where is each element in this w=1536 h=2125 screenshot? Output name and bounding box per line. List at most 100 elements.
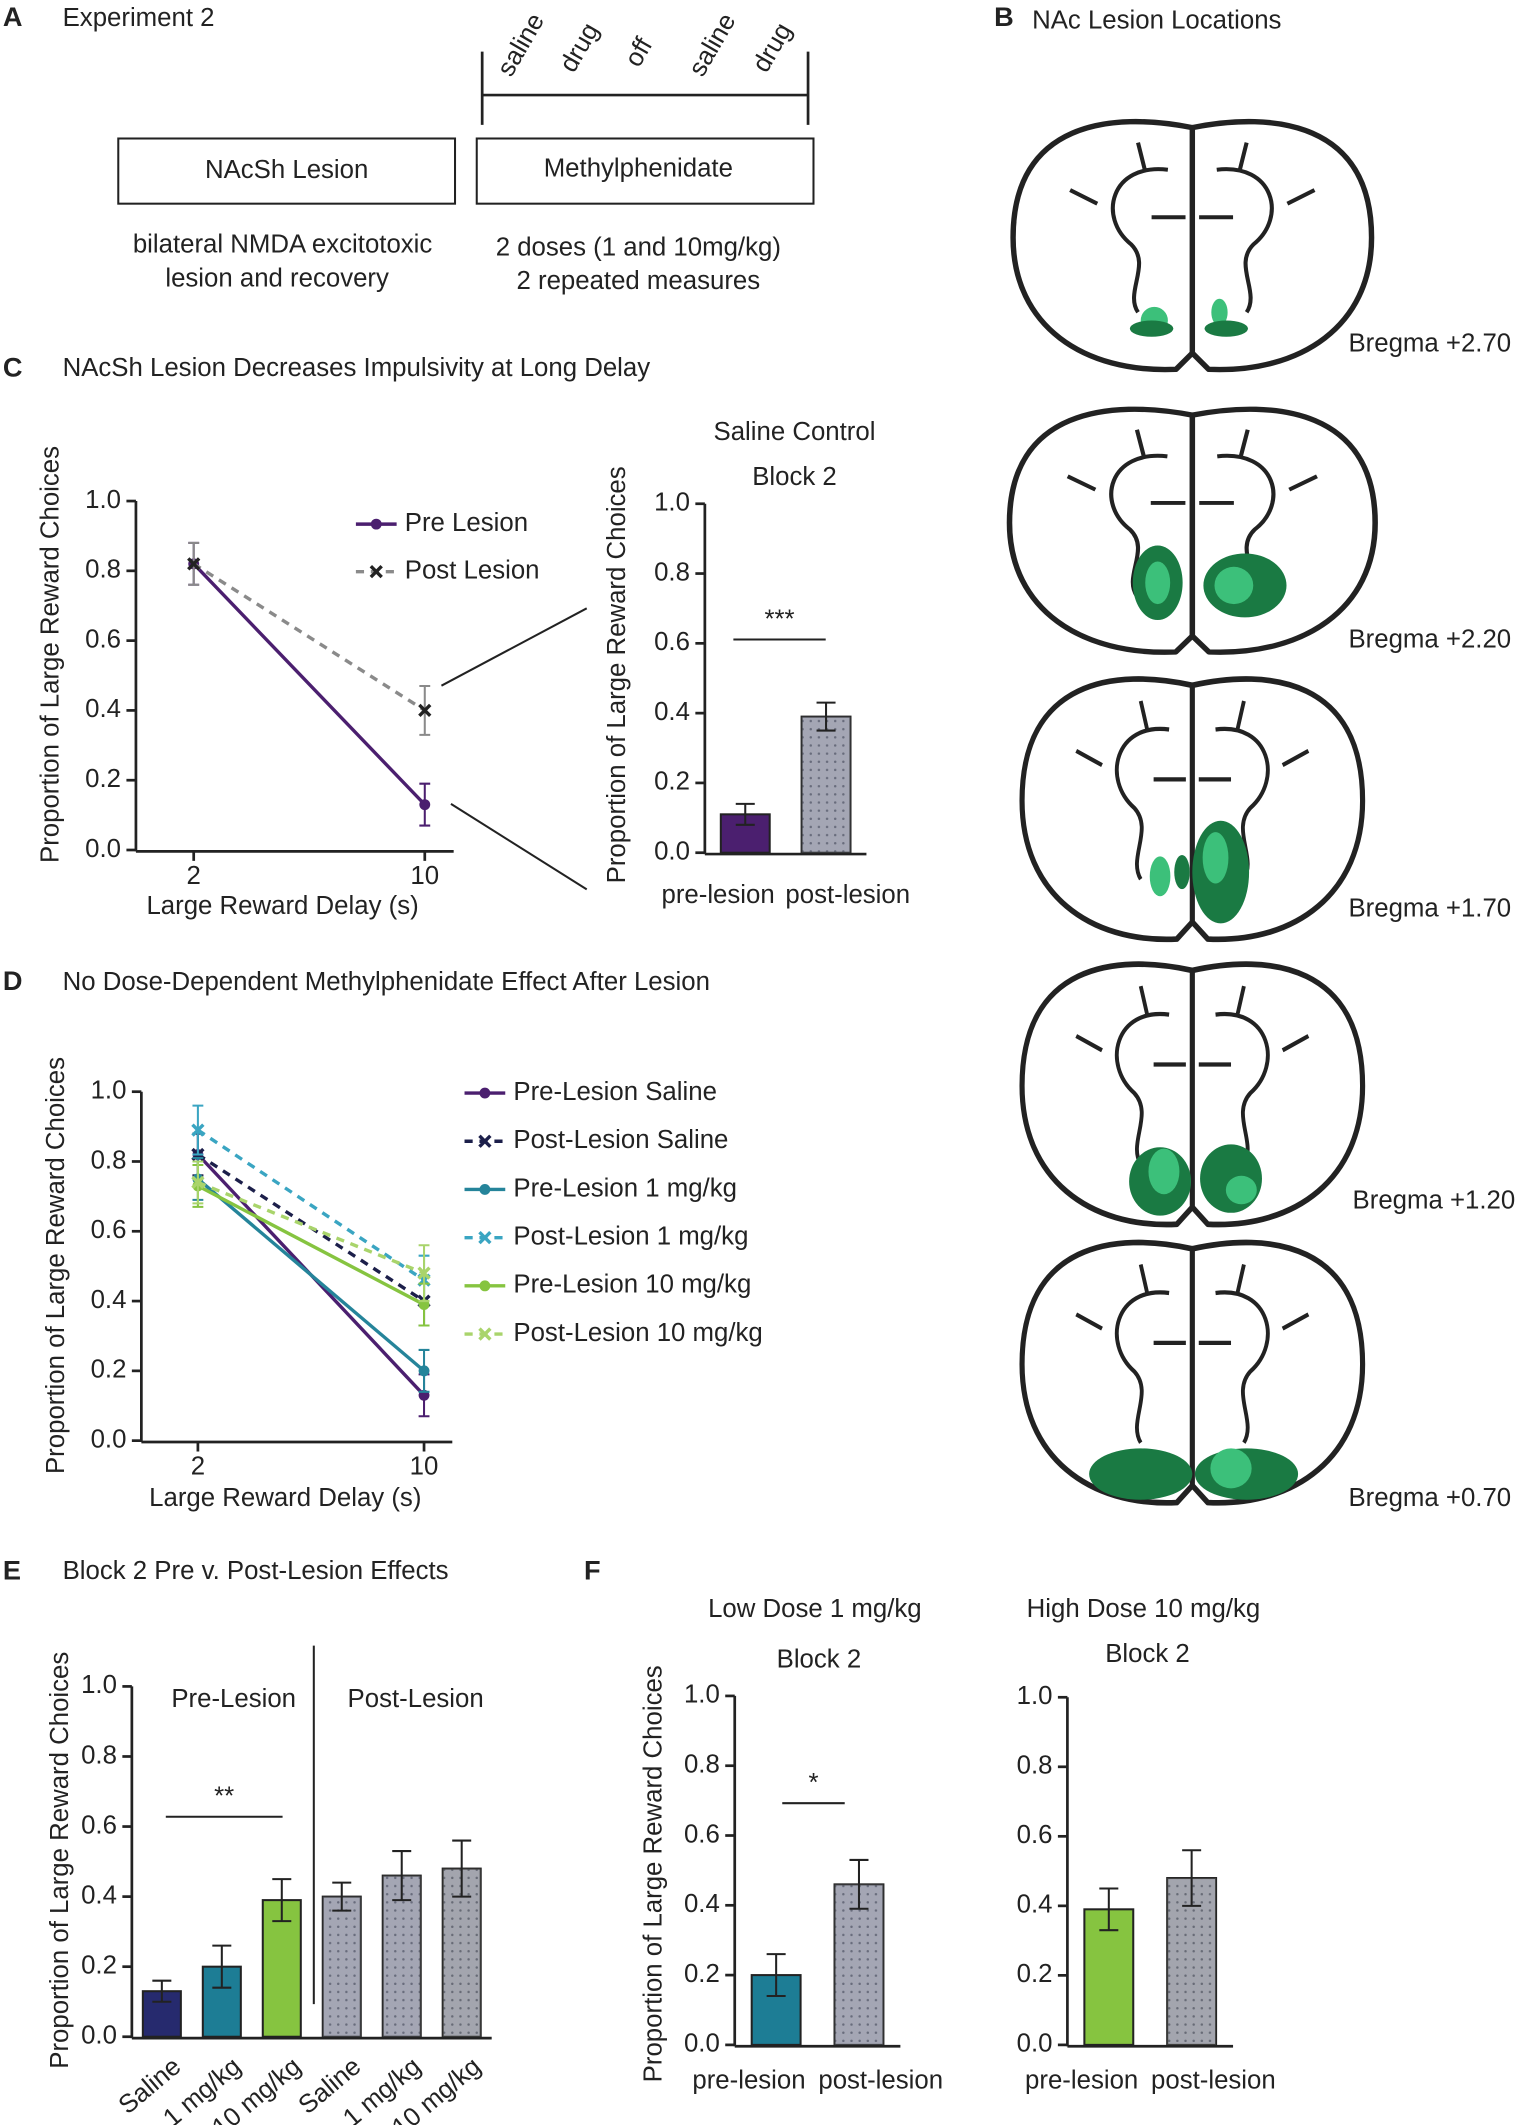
y-tick-label: 0.2 — [81, 1951, 117, 1979]
timeline-label: drug — [747, 18, 797, 77]
y-tick-label: 0.4 — [81, 1881, 117, 1909]
error-bar — [1099, 1887, 1119, 1932]
panel-letter: E — [3, 1555, 21, 1586]
x-tick-label: 2 — [187, 862, 201, 890]
error-bar — [272, 1878, 292, 1923]
marker — [418, 1365, 430, 1377]
legend-label: Post-Lesion 1 mg/kg — [513, 1222, 748, 1250]
x-tick-label: post-lesion — [1151, 2066, 1276, 2094]
brain-section — [1022, 964, 1363, 1224]
chart-subtitle: Block 2 — [777, 1645, 862, 1673]
marker — [417, 1266, 431, 1280]
brain-section — [1013, 122, 1371, 370]
series-line — [197, 1184, 425, 1307]
y-tick-label: 0.8 — [85, 556, 121, 584]
significance-label: *** — [764, 605, 794, 633]
y-tick-label: 1.0 — [81, 1671, 117, 1699]
chart-title: Low Dose 1 mg/kg — [708, 1595, 922, 1623]
error-bar — [452, 1839, 472, 1898]
series-line — [192, 562, 426, 712]
legend-marker — [479, 1184, 491, 1195]
panel-letter: D — [3, 965, 23, 996]
significance-label: * — [808, 1769, 818, 1797]
series-line — [196, 1177, 426, 1373]
error-bar — [152, 1979, 172, 2003]
x-axis-title: Large Reward Delay (s) — [146, 892, 418, 920]
section-label: Bregma +2.20 — [1348, 626, 1511, 654]
legend-marker — [479, 1087, 491, 1099]
bar — [381, 1874, 422, 2038]
connector — [440, 607, 588, 687]
legend-marker — [370, 518, 382, 530]
legend-marker — [478, 1231, 492, 1245]
box-label: Methylphenidate — [544, 155, 733, 183]
y-tick-label: 0.2 — [654, 768, 690, 796]
note: 2 doses (1 and 10mg/kg) — [496, 233, 781, 261]
y-tick-label: 0.6 — [654, 628, 690, 656]
error-bar — [332, 1881, 352, 1912]
legend-marker — [369, 565, 383, 579]
section-label: Bregma +1.70 — [1348, 895, 1511, 923]
experiment-title: Experiment 2 — [63, 4, 215, 32]
marker — [191, 1175, 205, 1190]
y-axis-title: Proportion of Large Reward Choices — [37, 446, 65, 863]
marker — [187, 557, 201, 571]
timeline-label: saline — [684, 9, 742, 81]
legend-marker — [478, 1134, 492, 1148]
y-tick-label: 0.4 — [91, 1286, 127, 1314]
y-tick-label: 0.6 — [684, 1820, 720, 1848]
group-label: Post-Lesion — [348, 1685, 484, 1713]
y-tick-label: 1.0 — [1017, 1682, 1053, 1710]
y-tick-label: 1.0 — [684, 1681, 720, 1709]
error-bar — [1182, 1849, 1202, 1907]
chart-subtitle: Block 2 — [752, 463, 837, 491]
group-label: Pre-Lesion — [171, 1685, 296, 1713]
y-tick-label: 0.0 — [81, 2022, 117, 2050]
panel-letter: C — [3, 352, 23, 383]
legend-label: Pre-Lesion Saline — [513, 1078, 717, 1106]
bar — [321, 1895, 362, 2038]
y-tick-label: 0.0 — [85, 835, 121, 863]
note: lesion and recovery — [165, 265, 389, 293]
chart-title: Block 2 Pre v. Post-Lesion Effects — [63, 1557, 449, 1585]
marker — [418, 703, 432, 718]
y-tick-label: 0.2 — [684, 1960, 720, 1988]
y-axis-title: Proportion of Large Reward Choices — [639, 1665, 667, 2082]
y-tick-label: 0.8 — [91, 1146, 127, 1174]
y-axis-title: Proportion of Large Reward Choices — [46, 1652, 74, 2069]
x-axis-title: Large Reward Delay (s) — [149, 1484, 421, 1512]
note: 2 repeated measures — [517, 267, 761, 295]
error-bar — [849, 1858, 869, 1910]
y-tick-label: 0.8 — [1017, 1752, 1053, 1780]
panel-letter: F — [584, 1555, 601, 1586]
legend-label: Pre-Lesion 10 mg/kg — [513, 1271, 751, 1299]
box-label: NAcSh Lesion — [205, 156, 368, 184]
y-tick-label: 0.6 — [1017, 1821, 1053, 1849]
chart-title: High Dose 10 mg/kg — [1027, 1595, 1261, 1623]
box — [117, 137, 457, 205]
section-label: Bregma +1.20 — [1353, 1186, 1516, 1214]
y-tick-label: 0.2 — [1017, 1960, 1053, 1988]
legend-label: Post-Lesion Saline — [513, 1126, 728, 1154]
box — [475, 137, 815, 205]
legend-label: Pre-Lesion 1 mg/kg — [513, 1174, 737, 1202]
y-tick-label: 0.4 — [654, 698, 690, 726]
y-tick-label: 0.2 — [91, 1356, 127, 1384]
connector — [450, 802, 588, 891]
chart-title: No Dose-Dependent Methylphenidate Effect… — [63, 968, 710, 996]
error-bar — [392, 1850, 412, 1902]
section-label: Bregma +0.70 — [1348, 1484, 1511, 1512]
legend-marker — [479, 1280, 491, 1292]
y-tick-label: 0.8 — [81, 1741, 117, 1769]
chart-title: NAcSh Lesion Decreases Impulsivity at Lo… — [63, 354, 651, 382]
note: bilateral NMDA excitotoxic — [133, 231, 433, 259]
y-tick-label: 0.8 — [654, 558, 690, 586]
y-tick-label: 0.0 — [1017, 2030, 1053, 2058]
y-tick-label: 0.4 — [1017, 1891, 1053, 1919]
y-tick-label: 0.4 — [85, 695, 121, 723]
error-bar — [766, 1953, 786, 1998]
timeline-label: off — [620, 32, 659, 71]
y-tick-label: 0.4 — [684, 1890, 720, 1918]
y-axis-title: Proportion of Large Reward Choices — [603, 466, 631, 883]
